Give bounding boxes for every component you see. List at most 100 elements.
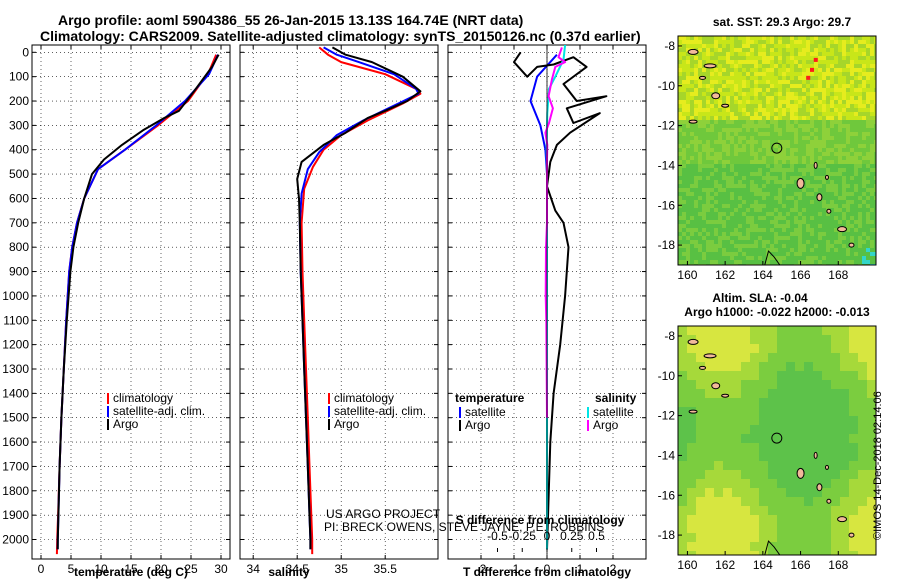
salinity-series-climatology [300, 46, 422, 555]
diff-t-tick-label: -2 [476, 562, 487, 576]
diff-sal-legend-label: satellite [593, 405, 634, 419]
sst-hot-cell [810, 67, 814, 72]
diff-t-tick-label: 0 [544, 562, 551, 576]
credit-pi: PI: BRECK OWENS, STEVE JAYNE, P.E. ROBBI… [324, 520, 605, 534]
salinity-panel: 34 34.5 35 35.5 salinity climatologysatellite… [239, 44, 439, 579]
sst-map-xtick-label: 168 [828, 268, 848, 282]
sst-map-panel: 160 162 164 166 168 -8 -10 -12 -14 -16 -18 sat. SST… [658, 15, 877, 282]
island-shape [699, 365, 707, 370]
depth-tick-label: 900 [9, 265, 29, 279]
sla-map-ytick-label: -12 [658, 409, 676, 423]
salinity-xtick-label: 34.5 [286, 562, 310, 576]
temperature-xtick-label: 20 [154, 562, 168, 576]
title-line-2: Climatology: CARS2009. Satellite-adjuste… [40, 28, 641, 44]
temperature-xtick-label: 5 [68, 562, 75, 576]
salinity-xlabel: salinity [268, 565, 310, 579]
island-shape [837, 226, 848, 233]
sst-map-title: sat. SST: 29.3 Argo: 29.7 [713, 15, 852, 29]
sla-map-panel: 160 162 164 166 168 -8 -10 -12 -14 -16 -18 Altim. S… [658, 291, 877, 572]
island-shape [816, 193, 823, 202]
salinity-xtick-label: 35.5 [374, 562, 398, 576]
island-shape [796, 177, 805, 189]
island-shape [848, 532, 855, 538]
sst-map-ytick-label: -18 [658, 238, 676, 252]
sst-map-xtick-label: 162 [715, 268, 735, 282]
diff-s-tick-label: 0.5 [588, 529, 605, 543]
island-shape [826, 498, 832, 504]
depth-tick-label: 0 [22, 45, 29, 59]
island-shape [816, 483, 823, 492]
sal-legend-label: Argo [334, 417, 360, 431]
island-shape [688, 409, 698, 414]
sla-map-subtitle: Argo h1000: -0.022 h2000: -0.013 [684, 305, 870, 319]
salinity-series-group [296, 46, 422, 555]
temperature-xtick-label: 15 [124, 562, 138, 576]
salinity-xtick-label: 35 [335, 562, 349, 576]
sst-map-ytick-label: -16 [658, 198, 676, 212]
temperature-panel: 0100200300400500600700800900100011001200… [2, 44, 231, 579]
depth-tick-label: 1900 [2, 508, 29, 522]
depth-tick-label: 100 [9, 70, 29, 84]
island-shape [824, 174, 829, 180]
sst-map-xtick-label: 160 [677, 268, 697, 282]
diff-s-xlabel: S difference from climatology [456, 513, 625, 527]
difference-panel: T difference from climatology-2 -1 0 1 2 -0.5… [447, 44, 647, 579]
sst-map-ytick-label: -12 [658, 119, 676, 133]
sla-map-ytick-label: -10 [658, 369, 676, 383]
depth-tick-label: 700 [9, 216, 29, 230]
sst-map-ytick-label: -10 [658, 79, 676, 93]
diff-temp-legend-label: Argo [465, 418, 491, 432]
depth-tick-label: 1600 [2, 435, 29, 449]
sla-map-ytick-label: -14 [658, 448, 676, 462]
depth-tick-label: 200 [9, 94, 29, 108]
temp-legend-label: satellite-adj. clim. [113, 404, 205, 418]
sla-map-float-marker [771, 432, 783, 444]
depth-tick-label: 1000 [2, 289, 29, 303]
sla-map-field [678, 326, 876, 555]
coast-line [764, 540, 781, 555]
island-shape [824, 464, 829, 470]
diff-t-tick-label: 1 [577, 562, 584, 576]
sst-map-xtick-label: 166 [791, 268, 811, 282]
island-shape [699, 75, 707, 80]
depth-tick-label: 2000 [2, 533, 29, 547]
depth-tick-label: 400 [9, 143, 29, 157]
difference-xlabel: T difference from climatology [463, 565, 631, 579]
salinity-series-argo [296, 46, 422, 550]
sal-legend-label: climatology [334, 391, 394, 405]
sst-hot-cell [806, 75, 811, 80]
sla-map-ytick-label: -16 [658, 488, 676, 502]
sla-map-title: Altim. SLA: -0.04 [712, 291, 808, 305]
temperature-xtick-label: 25 [184, 562, 198, 576]
diff-s-tick-label: 0.25 [560, 529, 584, 543]
depth-tick-label: 800 [9, 240, 29, 254]
island-shape [813, 451, 818, 459]
sla-map-xtick-label: 162 [715, 558, 735, 572]
depth-tick-label: 300 [9, 118, 29, 132]
island-shape [848, 242, 855, 248]
temp-legend-label: Argo [113, 417, 139, 431]
title-line-1: Argo profile: aoml 5904386_55 26-Jan-201… [58, 12, 524, 28]
diff-sal-legend-title: salinity [595, 391, 637, 405]
sla-map-xtick-label: 160 [677, 558, 697, 572]
temperature-xtick-label: 0 [38, 562, 45, 576]
sal-legend-label: satellite-adj. clim. [334, 404, 426, 418]
depth-tick-label: 1200 [2, 338, 29, 352]
difference-series-t-argo [513, 51, 608, 550]
copyright-note: ©IMOS 14-Dec-2018 02:14:06 [872, 391, 884, 540]
salinity-xtick-label: 34 [247, 562, 261, 576]
coast-line [764, 250, 781, 265]
diff-t-tick-label: -1 [509, 562, 520, 576]
temperature-series-argo [56, 54, 220, 550]
temperature-xtick-label: 30 [214, 562, 228, 576]
depth-tick-label: 1100 [3, 313, 29, 327]
island-shape [796, 467, 805, 479]
sst-hot-cell [813, 57, 818, 62]
sla-map-ytick-label: -8 [664, 329, 675, 343]
depth-tick-label: 1300 [2, 362, 29, 376]
diff-s-tick-label: -0.25 [509, 529, 537, 543]
island-shape [711, 382, 721, 390]
diff-temp-legend-label: satellite [465, 405, 506, 419]
sla-map-xtick-label: 164 [753, 558, 773, 572]
